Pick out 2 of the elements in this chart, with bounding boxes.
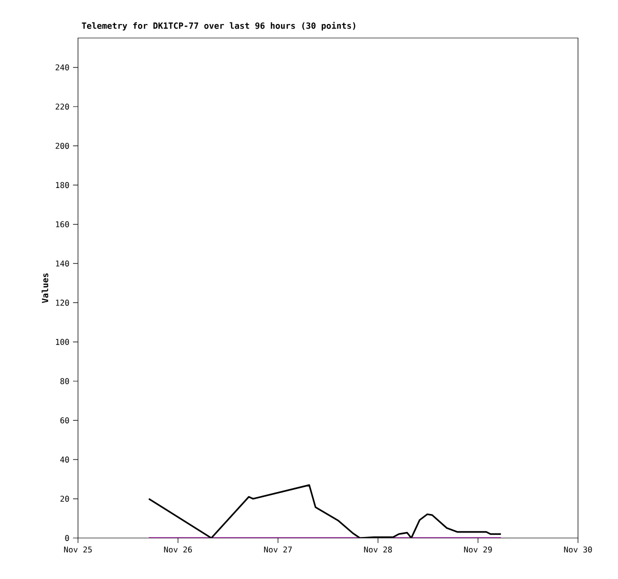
chart-title: Telemetry for DK1TCP-77 over last 96 hours (30 points) (82, 22, 356, 30)
y-axis-title: Values (42, 273, 48, 304)
